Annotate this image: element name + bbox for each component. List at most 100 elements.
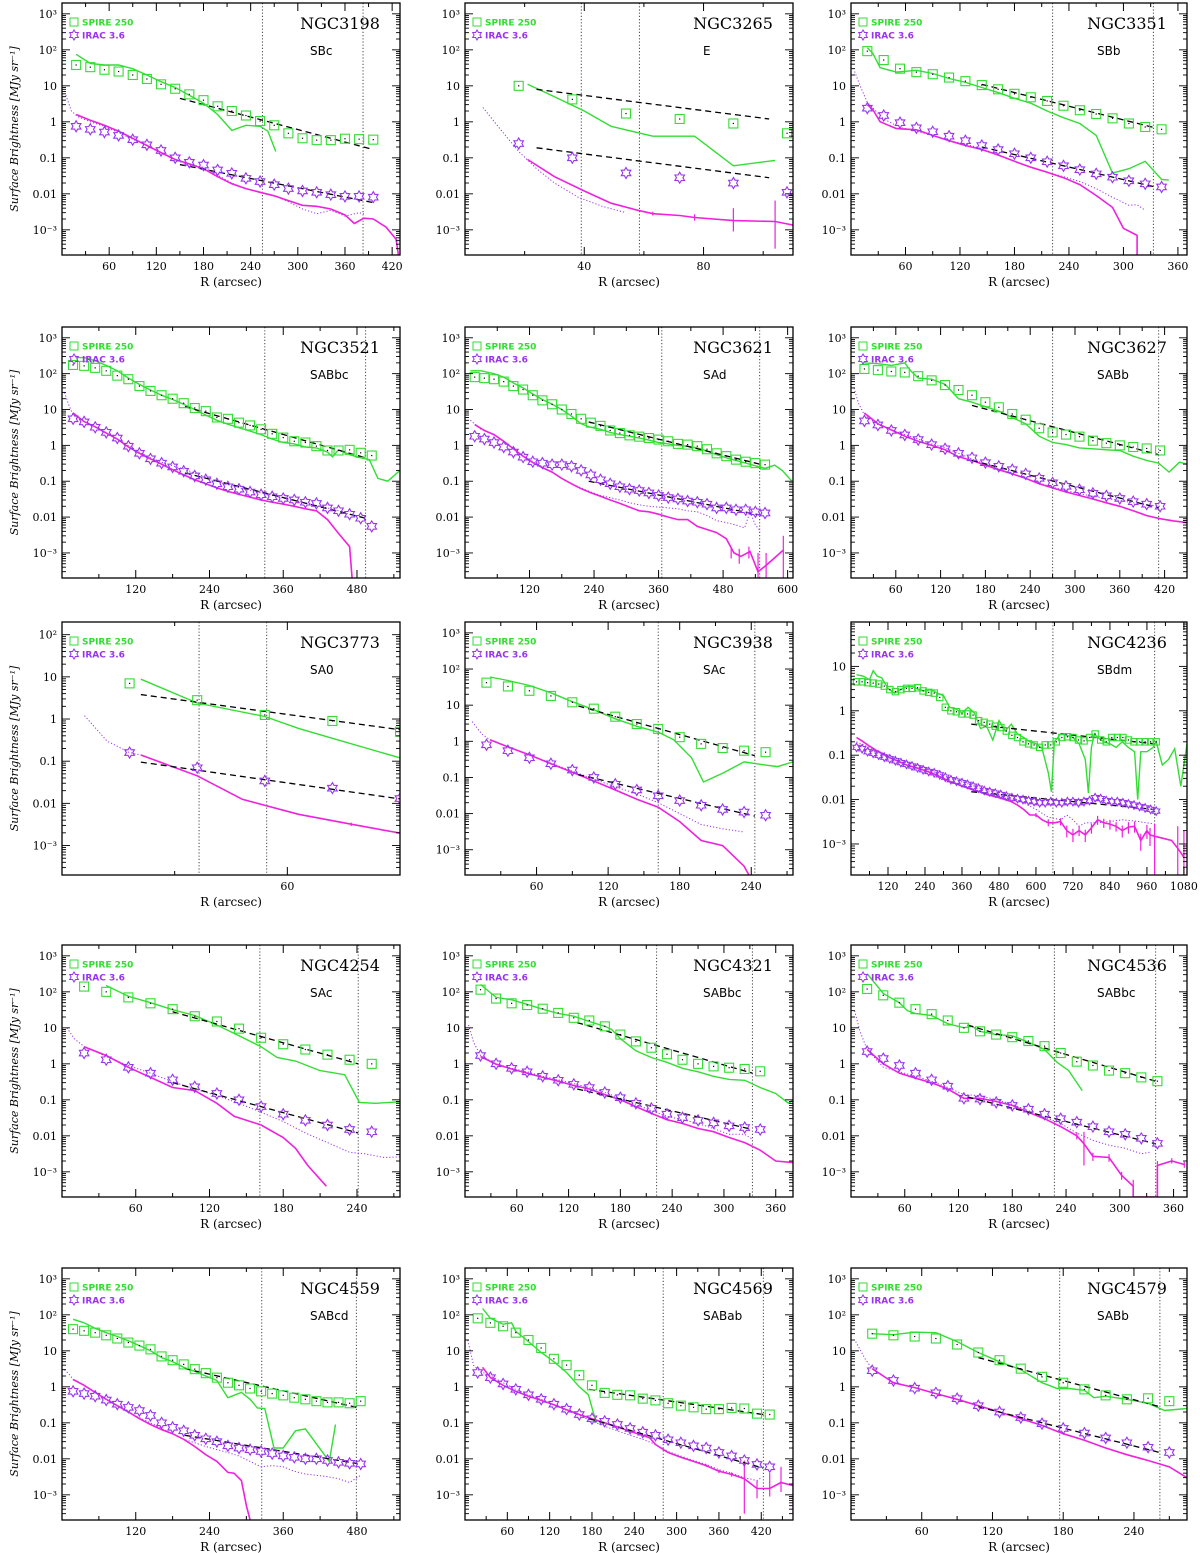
y-tick-label: 0.1 <box>443 771 461 784</box>
spire-data-point <box>1107 113 1118 124</box>
irac-data-point <box>1018 794 1028 805</box>
spire-point-center <box>914 1008 917 1010</box>
spire-point-center <box>495 997 497 1000</box>
spire-point-center <box>744 1068 746 1070</box>
irac-data-point <box>166 460 179 474</box>
legend-star-icon <box>68 971 80 983</box>
spire-model-line <box>489 676 793 783</box>
spire-data-point <box>646 1042 657 1053</box>
spire-point-center <box>172 1359 174 1361</box>
y-tick-label: 0.01 <box>822 794 847 807</box>
plot-frame <box>850 1267 1188 1521</box>
spire-point-center <box>745 461 747 463</box>
spire-data-point <box>1009 88 1020 99</box>
x-axis-label: R (arcsec) <box>598 1217 660 1231</box>
irac-data-point <box>1140 802 1150 814</box>
irac-dotted-profile <box>468 1024 753 1140</box>
irac-fit-line <box>978 1406 1161 1454</box>
irac-data-point <box>1073 797 1084 809</box>
y-tick-label: 10 <box>446 1022 460 1035</box>
spire-data-point <box>730 454 742 465</box>
spire-data-point <box>1024 740 1033 748</box>
spire-data-point <box>300 437 311 448</box>
y-tick-label: 10³ <box>828 950 846 963</box>
spire-point-center <box>947 1019 949 1022</box>
spire-data-point <box>634 431 645 442</box>
irac-data-point <box>560 1402 573 1416</box>
irac-data-point <box>325 187 337 202</box>
x-tick-label: 180 <box>610 1202 631 1215</box>
plot-area <box>467 1268 793 1520</box>
irac-data-point <box>535 1392 547 1406</box>
spire-point-center <box>979 1030 981 1032</box>
spire-point-center <box>337 449 340 452</box>
irac-fit-line <box>588 1418 764 1469</box>
spire-point-center <box>117 70 120 73</box>
y-tick-label: 1 <box>839 439 846 452</box>
irac-data-point <box>490 1057 502 1071</box>
spire-point-center <box>260 1390 262 1392</box>
spire-model-line <box>872 1331 1187 1412</box>
irac-fit-line <box>184 472 366 519</box>
irac-dotted-profile <box>64 1369 361 1484</box>
y-tick-label: 10 <box>832 1345 846 1358</box>
spire-data-point <box>863 678 872 687</box>
irac-dotted-profile <box>467 1339 762 1482</box>
y-tick-label: 10 <box>832 1022 846 1035</box>
spire-data-point <box>123 374 134 385</box>
spire-point-center <box>1072 736 1074 739</box>
irac-data-point <box>588 770 600 785</box>
irac-data-point <box>885 753 895 765</box>
spire-data-point <box>1091 108 1102 120</box>
spire-point-center <box>245 114 247 117</box>
irac-data-point <box>620 166 632 180</box>
spire-data-point <box>991 1029 1002 1040</box>
spire-point-center <box>1094 733 1096 735</box>
spire-point-center <box>743 1407 745 1410</box>
spire-data-point <box>366 450 377 461</box>
spire-data-point <box>1130 738 1138 746</box>
irac-data-point <box>952 446 965 460</box>
spire-point-center <box>861 681 863 683</box>
spire-point-center <box>573 1017 575 1019</box>
spire-point-center <box>557 1012 559 1014</box>
spire-point-center <box>301 137 304 139</box>
irac-data-point <box>946 774 956 786</box>
spire-model-line <box>72 1318 337 1464</box>
spire-data-point <box>1164 1396 1175 1407</box>
spire-fit-line <box>971 404 1159 456</box>
spire-data-point <box>344 1398 355 1409</box>
irac-data-point <box>868 747 878 759</box>
spire-point-center <box>944 706 946 708</box>
spire-data-point <box>233 417 245 428</box>
x-tick-label: 300 <box>1109 1202 1130 1215</box>
y-tick-label: 10³ <box>442 332 460 345</box>
plot-frame <box>61 944 401 1198</box>
spire-data-point <box>781 128 793 139</box>
spire-point-center <box>964 80 967 82</box>
y-tick-label: 0.1 <box>40 755 58 768</box>
irac-data-point <box>1060 479 1072 493</box>
irac-dotted-profile <box>482 107 627 214</box>
spire-point-center <box>866 50 868 52</box>
irac-data-point <box>631 783 643 797</box>
irac-dotted-profile <box>65 95 364 217</box>
spire-model-line <box>482 1308 597 1423</box>
spire-point-center <box>227 418 229 420</box>
x-tick-label: 180 <box>669 880 690 893</box>
spire-data-point <box>585 417 596 428</box>
spire-data-point <box>1074 105 1085 116</box>
irac-data-point <box>255 1100 267 1114</box>
irac-data-point <box>1001 790 1011 802</box>
irac-data-point <box>924 766 934 777</box>
y-tick-label: 10² <box>39 1309 57 1322</box>
spire-point-center <box>105 1334 107 1336</box>
spire-model-line <box>480 983 793 1105</box>
y-tick-label: 10 <box>43 80 57 93</box>
irac-data-point <box>720 501 733 515</box>
irac-data-point <box>177 464 190 478</box>
spire-point-center <box>344 138 346 140</box>
spire-data-point <box>663 1398 674 1409</box>
legend-irac-label: IRAC 3.6 <box>485 651 528 661</box>
irac-data-point <box>122 1060 135 1074</box>
